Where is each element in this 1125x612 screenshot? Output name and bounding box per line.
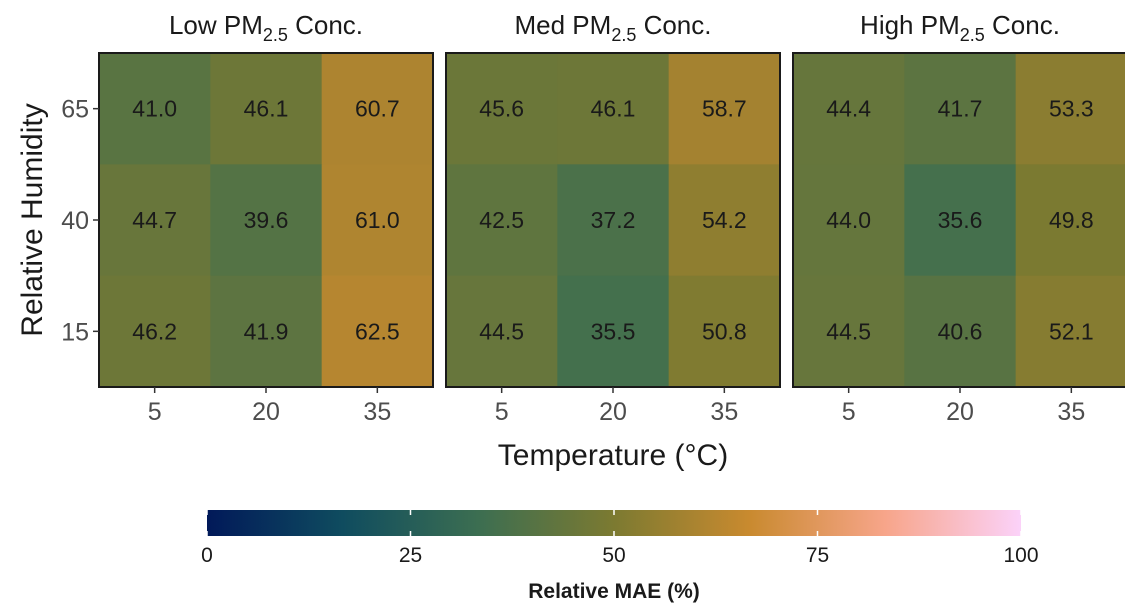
panel-2: High PM2.5 Conc. 44.4 41.7 53.3 44.0 35.6 49.8… <box>792 10 1125 426</box>
heatmap-cell <box>793 164 905 277</box>
heatmap-cell <box>446 53 558 165</box>
cell-value-label: 35.5 <box>591 318 636 344</box>
heatmap-cell <box>557 164 670 277</box>
heatmap-cell <box>99 164 211 277</box>
heatmap-cell <box>446 275 558 388</box>
heatmap-cell <box>1015 164 1125 277</box>
panel-title-prefix: High PM <box>860 10 960 40</box>
cell-value-label: 41.7 <box>938 96 983 122</box>
cell-value-label: 53.3 <box>1049 96 1094 122</box>
cell-value-label: 45.6 <box>479 96 524 122</box>
heatmap-cell <box>99 53 211 165</box>
panel-title-prefix: Low PM <box>169 10 263 40</box>
heatmap-cell <box>668 164 781 277</box>
heatmap-cell <box>668 53 781 165</box>
colorbar-tick-label: 0 <box>201 544 213 567</box>
colorbar-title: Relative MAE (%) <box>528 580 700 603</box>
x-tick-label: 35 <box>363 398 391 426</box>
x-tick-label: 35 <box>1057 398 1085 426</box>
y-tick-label: 15 <box>61 318 89 346</box>
panel-title-suffix: Conc. <box>985 10 1060 40</box>
x-tick-label: 35 <box>710 398 738 426</box>
heatmap-cell <box>321 53 434 165</box>
facet-panels: Low PM2.5 Conc.41.0 46.1 60.744.7 39.6 61.04… <box>61 10 1125 426</box>
cell-value-label: 52.1 <box>1049 318 1094 344</box>
cell-value-label: 50.8 <box>702 318 747 344</box>
cell-value-label: 44.5 <box>479 318 524 344</box>
heatmap-cell <box>99 275 211 388</box>
cell-value-label: 46.1 <box>591 96 636 122</box>
cell-value-label: 39.6 <box>244 207 289 233</box>
heatmap-cell <box>904 275 1017 388</box>
x-tick-label: 20 <box>599 398 627 426</box>
cell-value-label: 44.7 <box>132 207 177 233</box>
heatmap-cell <box>321 275 434 388</box>
heatmap-cell <box>1015 53 1125 165</box>
cell-value-label: 35.6 <box>938 207 983 233</box>
heatmap-cell <box>904 164 1017 277</box>
cell-value-label: 58.7 <box>702 96 747 122</box>
heatmap-cell <box>446 164 558 277</box>
cell-value-label: 40.6 <box>938 318 983 344</box>
panel-title: High PM2.5 Conc. <box>860 10 1060 45</box>
cell-value-label: 46.2 <box>132 318 177 344</box>
colorbar-tick-label: 100 <box>1003 544 1038 567</box>
heatmap-cell <box>904 53 1017 165</box>
heatmap-cell <box>210 53 323 165</box>
heatmap-cell <box>210 164 323 277</box>
cell-value-label: 60.7 <box>355 96 400 122</box>
heatmap-cell <box>210 275 323 388</box>
heatmap-cell <box>321 164 434 277</box>
heatmap-cell <box>557 53 670 165</box>
panel-0: Low PM2.5 Conc. 41.0 46.1 60.7 44.7 39.6 61.0 4… <box>61 10 434 426</box>
colorbar-legend: 0 25 50 75 100 <box>201 510 1039 567</box>
x-tick-label: 5 <box>148 398 162 426</box>
cell-value-label: 44.5 <box>826 318 871 344</box>
x-axis-title: Temperature (°C) <box>498 439 728 472</box>
y-tick-label: 65 <box>61 96 89 124</box>
cell-value-label: 44.4 <box>826 96 871 122</box>
heatmap-cell <box>1015 275 1125 388</box>
cell-value-label: 44.0 <box>826 207 871 233</box>
panel-title-suffix: Conc. <box>288 10 363 40</box>
colorbar-tick-label: 25 <box>399 544 422 567</box>
cell-value-label: 61.0 <box>355 207 400 233</box>
panel-title: Low PM2.5 Conc. <box>169 10 363 45</box>
colorbar-tick-label: 50 <box>602 544 625 567</box>
heatmap-cell <box>557 275 670 388</box>
panel-title-suffix: Conc. <box>636 10 711 40</box>
cell-value-label: 41.9 <box>244 318 289 344</box>
x-tick-label: 5 <box>495 398 509 426</box>
panel-title-prefix: Med PM <box>515 10 612 40</box>
heatmap-cell <box>793 53 905 165</box>
heatmap-cell <box>668 275 781 388</box>
x-tick-label: 20 <box>946 398 974 426</box>
panel-title: Med PM2.5 Conc. <box>515 10 712 45</box>
panel-title-subscript: 2.5 <box>960 25 985 45</box>
panel-title-subscript: 2.5 <box>611 25 636 45</box>
y-axis-title: Relative Humidity <box>16 103 49 336</box>
panel-title-subscript: 2.5 <box>263 25 288 45</box>
cell-value-label: 54.2 <box>702 207 747 233</box>
cell-value-label: 62.5 <box>355 318 400 344</box>
cell-value-label: 46.1 <box>244 96 289 122</box>
cell-value-label: 37.2 <box>591 207 636 233</box>
cell-value-label: 41.0 <box>132 96 177 122</box>
cell-value-label: 49.8 <box>1049 207 1094 233</box>
y-tick-label: 40 <box>61 207 89 235</box>
x-tick-label: 5 <box>842 398 856 426</box>
heatmap-cell <box>793 275 905 388</box>
colorbar-tick-label: 75 <box>806 544 829 567</box>
cell-value-label: 42.5 <box>479 207 524 233</box>
panel-1: Med PM2.5 Conc. 45.6 46.1 58.7 42.5 37.2 54.2 4… <box>445 10 781 426</box>
x-tick-label: 20 <box>252 398 280 426</box>
